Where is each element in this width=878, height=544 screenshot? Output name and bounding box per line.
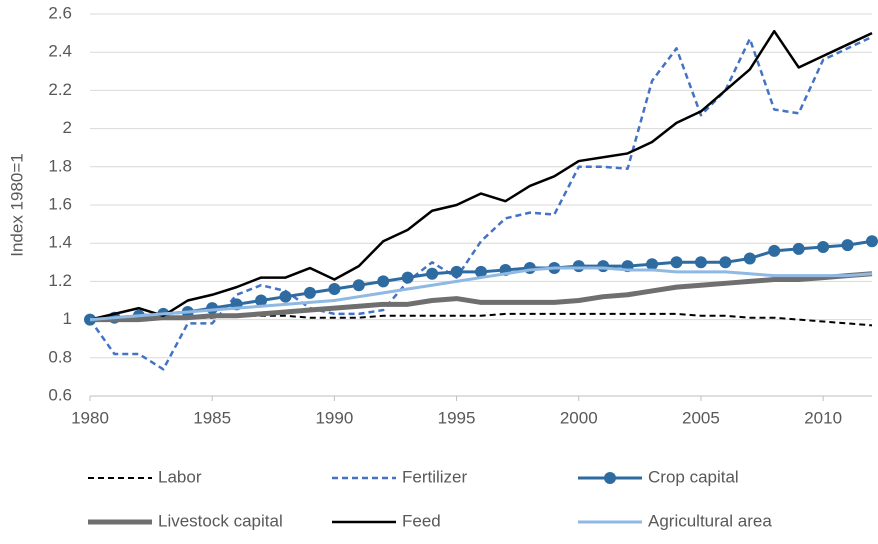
marker <box>206 302 219 315</box>
marker <box>377 275 390 288</box>
marker <box>279 290 292 303</box>
line <box>90 271 873 323</box>
marker <box>817 241 830 254</box>
marker <box>866 235 878 248</box>
marker <box>255 294 268 307</box>
x-tick-label: 2000 <box>560 408 598 427</box>
legend-label: Agricultural area <box>648 511 772 530</box>
legend-label: Fertilizer <box>402 467 468 486</box>
x-tick-label: 2010 <box>804 408 842 427</box>
y-axis-title: Index 1980=1 <box>7 153 26 257</box>
marker <box>328 283 341 296</box>
y-tick-label: 2.4 <box>48 42 72 61</box>
legend-label: Feed <box>402 511 441 530</box>
marker <box>352 279 365 292</box>
marker <box>670 256 683 269</box>
marker <box>792 242 805 255</box>
y-tick-label: 0.8 <box>48 347 72 366</box>
line <box>89 29 873 321</box>
y-tick-label: 1.4 <box>48 233 72 252</box>
legend-label: Labor <box>158 467 202 486</box>
legend-marker <box>604 472 616 484</box>
marker <box>841 239 854 252</box>
marker <box>450 265 463 278</box>
y-tick-label: 0.6 <box>48 385 72 404</box>
marker <box>303 286 316 299</box>
legend-label: Livestock capital <box>158 511 283 530</box>
x-tick-label: 1990 <box>315 408 353 427</box>
y-tick-label: 2.2 <box>48 80 72 99</box>
marker <box>523 262 536 275</box>
marker <box>572 260 585 273</box>
marker <box>719 256 732 269</box>
marker <box>646 258 659 271</box>
x-tick-label: 1995 <box>438 408 476 427</box>
y-tick-label: 1 <box>63 309 72 328</box>
y-tick-label: 2 <box>63 118 72 137</box>
y-tick-label: 1.6 <box>48 194 72 213</box>
marker <box>597 260 610 273</box>
legend-label: Crop capital <box>648 467 739 486</box>
marker <box>768 244 781 257</box>
y-tick-label: 2.6 <box>48 3 72 22</box>
marker <box>743 252 756 265</box>
marker <box>401 271 414 284</box>
x-tick-label: 1980 <box>71 408 109 427</box>
x-tick-label: 1985 <box>193 408 231 427</box>
marker <box>694 256 707 269</box>
marker <box>475 265 487 278</box>
line <box>89 266 873 322</box>
x-tick-label: 2005 <box>682 408 720 427</box>
y-tick-label: 1.2 <box>48 271 72 290</box>
y-tick-label: 1.8 <box>48 156 72 175</box>
marker <box>426 267 439 280</box>
